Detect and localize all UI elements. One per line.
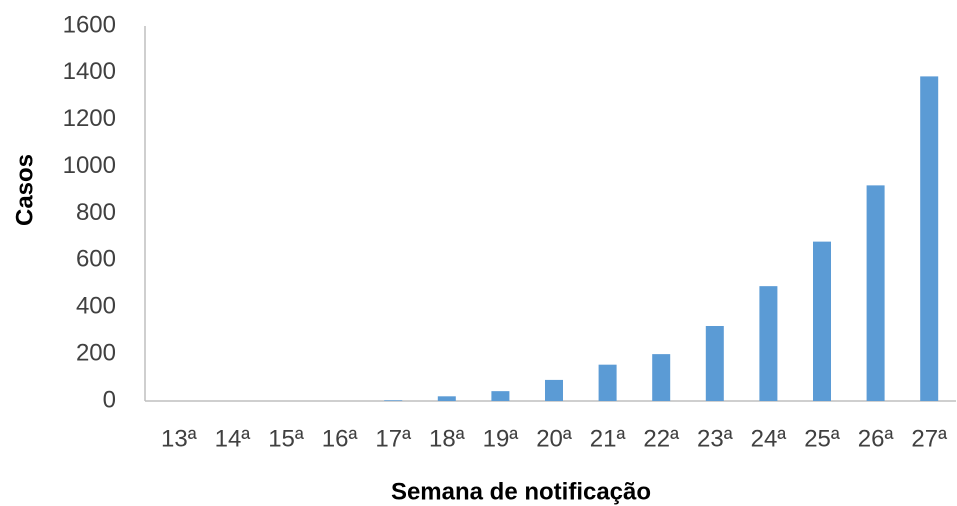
x-tick-label: 23ª: [697, 425, 733, 452]
bar: [759, 286, 778, 401]
y-tick-label: 0: [103, 386, 116, 413]
x-tick-label: 15ª: [268, 425, 304, 452]
bar: [705, 326, 724, 401]
x-tick-label: 19ª: [483, 425, 519, 452]
x-tick-label: 22ª: [643, 425, 679, 452]
x-tick-label: 13ª: [161, 425, 197, 452]
x-tick-label: 26ª: [858, 425, 894, 452]
x-tick-label: 20ª: [536, 425, 572, 452]
x-tick-label: 21ª: [590, 425, 626, 452]
bar: [920, 76, 939, 401]
y-tick-label: 1000: [63, 152, 116, 179]
y-tick-label: 200: [76, 339, 116, 366]
x-tick-label: 25ª: [804, 425, 840, 452]
bar: [598, 364, 617, 401]
bar: [491, 391, 510, 401]
y-tick-label: 800: [76, 199, 116, 226]
x-tick-label: 14ª: [215, 425, 251, 452]
y-tick-label: 1600: [63, 11, 116, 38]
x-tick-label: 24ª: [751, 425, 787, 452]
x-tick-label: 18ª: [429, 425, 465, 452]
bar: [437, 396, 456, 401]
x-tick-label: 27ª: [911, 425, 947, 452]
x-tick-label: 16ª: [322, 425, 358, 452]
y-tick-label: 400: [76, 293, 116, 320]
bar: [652, 354, 671, 401]
y-tick-label: 1200: [63, 105, 116, 132]
bar: [384, 400, 403, 401]
bar: [866, 185, 885, 401]
bar: [813, 241, 831, 401]
y-tick-label: 1400: [63, 58, 116, 85]
bar: [545, 379, 563, 401]
y-tick-label: 600: [76, 246, 116, 273]
y-axis-title: Casos: [11, 154, 38, 226]
x-tick-label: 17ª: [375, 425, 411, 452]
x-axis-title: Semana de notificação: [391, 478, 651, 505]
